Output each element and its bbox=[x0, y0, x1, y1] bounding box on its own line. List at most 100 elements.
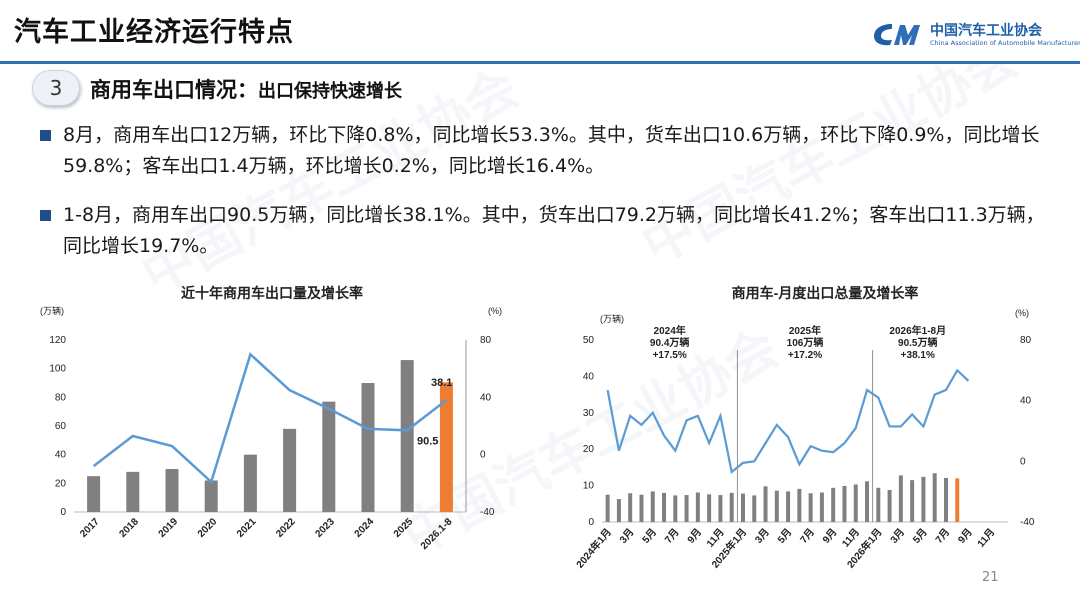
period-annotation: 2024年 bbox=[654, 324, 686, 337]
bullet-item: 1-8月，商用车出口90.5万辆，同比增长38.1%。其中，货车出口79.2万辆… bbox=[34, 200, 1054, 262]
x-tick-label: 9月 bbox=[685, 526, 704, 546]
x-tick-label: 2018 bbox=[117, 516, 141, 540]
x-tick-label: 2019 bbox=[157, 516, 181, 540]
bar bbox=[718, 495, 723, 522]
chart-title: 商用车-月度出口总量及增长率 bbox=[732, 285, 919, 301]
x-tick-label: 11月 bbox=[975, 526, 997, 549]
x-tick-label: 3月 bbox=[617, 526, 636, 546]
y-tick-right: 80 bbox=[480, 335, 492, 346]
y-tick-left: 0 bbox=[60, 507, 66, 518]
section-subtitle: 出口保持快速增长 bbox=[258, 81, 402, 102]
bar bbox=[126, 471, 140, 512]
bar bbox=[322, 401, 336, 512]
bar bbox=[628, 493, 633, 522]
y-tick-right: 80 bbox=[1020, 335, 1032, 346]
bar bbox=[87, 476, 101, 512]
x-tick-label: 5月 bbox=[911, 526, 930, 546]
y-axis-label-right: (%) bbox=[1015, 308, 1029, 318]
x-tick-label: 2017 bbox=[78, 516, 102, 540]
bar bbox=[842, 485, 847, 522]
bar bbox=[898, 475, 903, 522]
x-tick-label: 7月 bbox=[798, 526, 817, 546]
y-tick-right: -40 bbox=[480, 507, 495, 518]
period-annotation: +17.5% bbox=[653, 350, 687, 361]
bar bbox=[662, 492, 667, 522]
bullet-square-icon bbox=[40, 130, 51, 141]
bar bbox=[831, 487, 836, 522]
y-tick-right: 0 bbox=[480, 450, 486, 461]
bar bbox=[955, 478, 960, 522]
bar bbox=[204, 480, 218, 512]
growth-rate-line bbox=[606, 368, 970, 474]
x-tick-label: 7月 bbox=[662, 526, 681, 546]
bar bbox=[910, 480, 915, 522]
period-annotation: 90.4万辆 bbox=[650, 336, 689, 349]
bar bbox=[921, 476, 926, 522]
x-tick-label: 7月 bbox=[933, 526, 952, 546]
y-tick-right: 40 bbox=[1020, 396, 1032, 407]
x-tick-label: 5月 bbox=[640, 526, 659, 546]
x-tick-label: 2022 bbox=[274, 516, 298, 540]
x-tick-label: 2023 bbox=[313, 516, 337, 540]
slide-title: 汽车工业经济运行特点 bbox=[14, 17, 294, 48]
y-tick-left: 50 bbox=[583, 335, 595, 346]
bar bbox=[400, 360, 414, 512]
slide-header: 汽车工业经济运行特点 中国汽车工业协会 China Association of… bbox=[0, 0, 1080, 64]
y-tick-right: 40 bbox=[480, 392, 492, 403]
x-tick-label: 5月 bbox=[775, 526, 794, 546]
caam-logo-icon bbox=[874, 24, 920, 46]
page-number: 21 bbox=[982, 570, 999, 585]
y-tick-left: 20 bbox=[583, 444, 595, 455]
period-annotation: 90.5万辆 bbox=[898, 336, 937, 349]
y-tick-left: 40 bbox=[55, 450, 67, 461]
bar bbox=[695, 492, 700, 522]
y-tick-left: 30 bbox=[583, 408, 595, 419]
x-tick-label: 2025 bbox=[392, 516, 416, 540]
y-tick-left: 120 bbox=[49, 335, 66, 346]
bar bbox=[819, 492, 824, 522]
section-number-badge: 3 bbox=[32, 70, 80, 106]
bar bbox=[283, 428, 297, 512]
bar bbox=[605, 494, 610, 522]
bar bbox=[853, 484, 858, 522]
period-annotation: 2025年 bbox=[789, 324, 821, 337]
period-annotation: +17.2% bbox=[788, 350, 822, 361]
y-tick-right: 0 bbox=[1020, 456, 1026, 467]
x-tick-label: 2020 bbox=[196, 516, 220, 540]
section-title-main: 商用车出口情况： bbox=[90, 78, 258, 102]
y-tick-left: 20 bbox=[55, 478, 67, 489]
bar bbox=[707, 494, 712, 522]
monthly-export-chart: 商用车-月度出口总量及增长率 (万辆) (%) 0 10 20 30 40 50 -40 0 40 80… bbox=[573, 285, 1035, 571]
bullet-text: 8月，商用车出口12万辆，环比下降0.8%，同比增长53.3%。其中，货车出口1… bbox=[63, 124, 1040, 177]
x-tick-label: 11月 bbox=[840, 526, 862, 549]
bar bbox=[165, 469, 179, 512]
bar bbox=[729, 492, 734, 522]
chart-title: 近十年商用车出口量及增长率 bbox=[181, 285, 363, 301]
bar bbox=[876, 487, 881, 522]
y-axis-label-right: (%) bbox=[488, 306, 502, 316]
bar bbox=[740, 493, 745, 522]
y-tick-left: 40 bbox=[583, 371, 595, 382]
logo-en-text: China Association of Automobile Manufact… bbox=[930, 39, 1080, 47]
bar bbox=[439, 382, 453, 512]
y-tick-left: 100 bbox=[49, 364, 66, 375]
period-annotation: 106万辆 bbox=[787, 336, 824, 349]
x-tick-label: 2021 bbox=[235, 516, 259, 540]
bar bbox=[752, 495, 757, 522]
x-tick-label: 2026.1-8 bbox=[419, 516, 455, 552]
bar bbox=[774, 490, 779, 522]
bar bbox=[243, 454, 257, 512]
header-divider bbox=[0, 61, 1080, 64]
bar bbox=[786, 491, 791, 522]
bullet-item: 8月，商用车出口12万辆，环比下降0.8%，同比增长53.3%。其中，货车出口1… bbox=[34, 120, 1054, 182]
bullet-text: 1-8月，商用车出口90.5万辆，同比增长38.1%。其中，货车出口79.2万辆… bbox=[63, 204, 1045, 257]
bar bbox=[673, 495, 678, 522]
data-label-volume: 90.5 bbox=[417, 435, 438, 447]
caam-logo: 中国汽车工业协会 China Association of Automobile… bbox=[872, 18, 1080, 54]
period-annotation: +38.1% bbox=[901, 350, 935, 361]
bar bbox=[865, 481, 870, 522]
y-tick-right: -40 bbox=[1020, 517, 1035, 528]
bar bbox=[684, 495, 689, 522]
logo-cn-text: 中国汽车工业协会 bbox=[930, 23, 1042, 39]
bar bbox=[616, 499, 621, 522]
